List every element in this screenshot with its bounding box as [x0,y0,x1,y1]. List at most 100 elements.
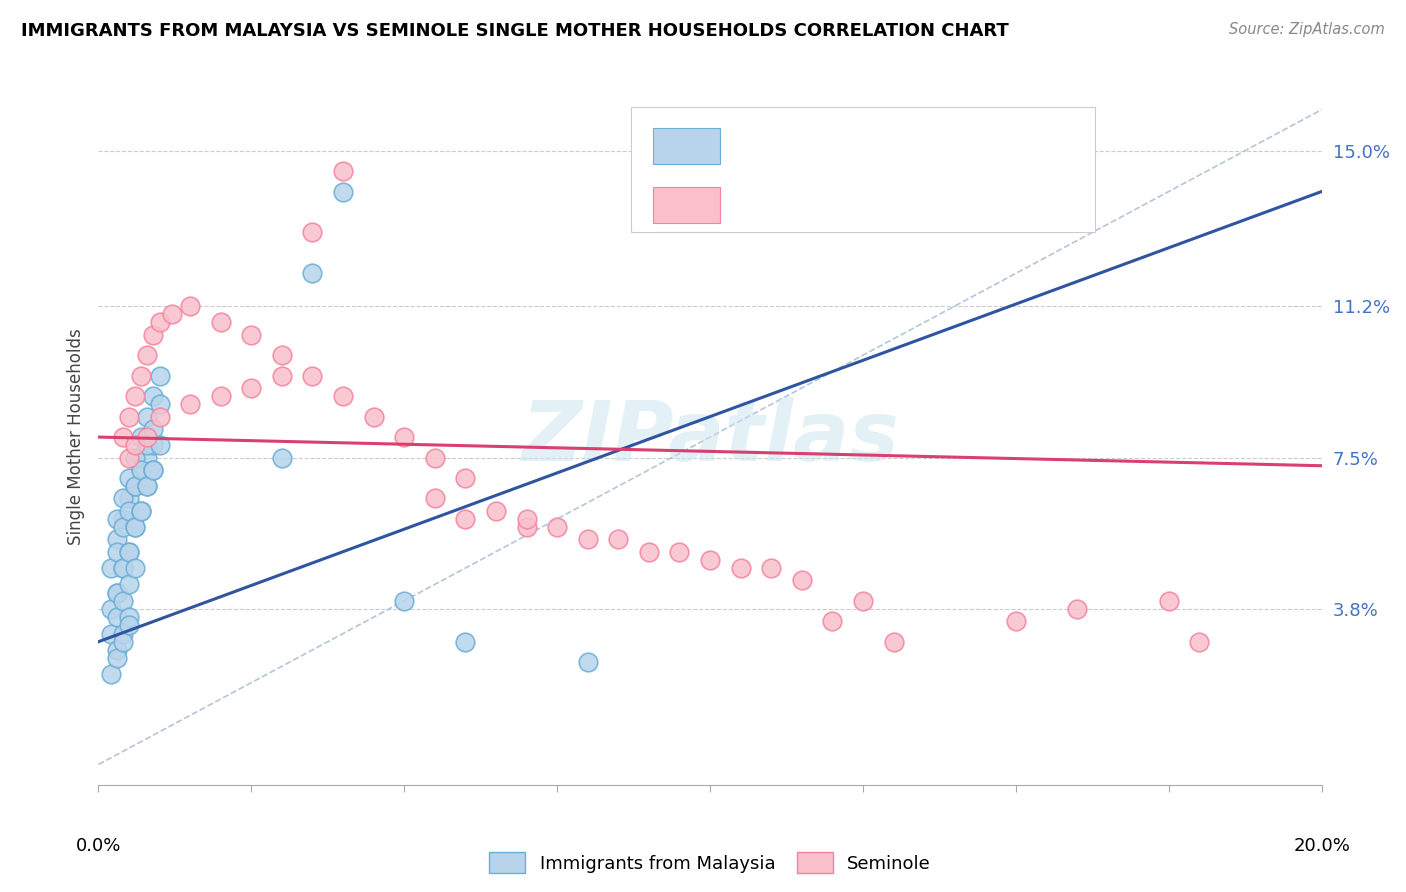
Point [124,450,146,465]
Point [454,634,477,648]
Point [118,471,141,485]
Point [576,655,599,669]
Point [1004,614,1026,628]
Point [136,479,159,493]
Point [516,520,538,534]
Point [111,626,134,640]
Text: Source: ZipAtlas.com: Source: ZipAtlas.com [1229,22,1385,37]
Point [111,561,134,575]
Point [759,561,782,575]
Point [105,544,128,558]
Point [118,618,141,632]
Point [852,594,875,608]
Point [332,185,354,199]
Point [301,368,323,383]
Point [129,430,152,444]
Point [129,504,152,518]
Point [118,610,141,624]
Point [136,409,159,424]
Point [392,430,416,444]
Point [454,512,477,526]
Point [111,491,134,506]
Point [332,389,354,403]
Point [129,463,152,477]
Point [136,430,159,444]
Point [730,561,752,575]
Text: R = -0.032: R = -0.032 [734,195,831,213]
Text: 20.0%: 20.0% [1294,837,1350,855]
Point [124,389,146,403]
Point [142,422,165,436]
Point [136,348,159,362]
Point [124,520,146,534]
Point [821,614,844,628]
Point [100,561,122,575]
Point [423,450,446,465]
Point [270,368,292,383]
Point [209,389,232,403]
Point [1188,634,1211,648]
Point [124,520,146,534]
Point [332,164,354,178]
Point [100,626,122,640]
Point [149,368,172,383]
Point [392,594,416,608]
Point [363,409,385,424]
Point [136,479,159,493]
Point [160,307,183,321]
FancyBboxPatch shape [652,187,720,224]
Point [118,544,141,558]
Point [142,463,165,477]
Point [118,491,141,506]
Legend: Immigrants from Malaysia, Seminole: Immigrants from Malaysia, Seminole [489,853,931,873]
Point [105,651,128,665]
Point [270,450,292,465]
Point [149,409,172,424]
FancyBboxPatch shape [652,128,720,164]
Point [111,594,134,608]
Point [637,544,661,558]
Point [105,585,128,599]
Point [270,348,292,362]
Point [111,520,134,534]
Point [209,316,232,330]
Point [129,504,152,518]
Text: N = 49: N = 49 [949,195,1017,213]
Point [423,491,446,506]
Point [179,299,201,313]
Point [607,533,630,547]
FancyBboxPatch shape [630,107,1095,232]
Point [118,577,141,591]
Point [100,602,122,616]
Point [118,504,141,518]
Point [149,438,172,452]
Point [883,634,905,648]
Point [111,634,134,648]
Point [136,438,159,452]
Point [142,389,165,403]
Point [142,438,165,452]
Text: 0.0%: 0.0% [76,837,121,855]
Point [301,226,323,240]
Point [118,544,141,558]
Point [105,610,128,624]
Point [111,512,134,526]
Point [136,450,159,465]
Point [1157,594,1180,608]
Point [124,479,146,493]
Point [576,533,599,547]
Point [124,561,146,575]
Point [100,667,122,681]
Point [129,368,152,383]
Point [142,463,165,477]
Point [454,471,477,485]
Point [485,504,508,518]
Point [699,553,721,567]
Point [105,643,128,657]
Y-axis label: Single Mother Households: Single Mother Households [66,329,84,545]
Point [105,512,128,526]
Text: N = 58: N = 58 [949,136,1017,153]
Point [124,479,146,493]
Point [124,438,146,452]
Point [105,533,128,547]
